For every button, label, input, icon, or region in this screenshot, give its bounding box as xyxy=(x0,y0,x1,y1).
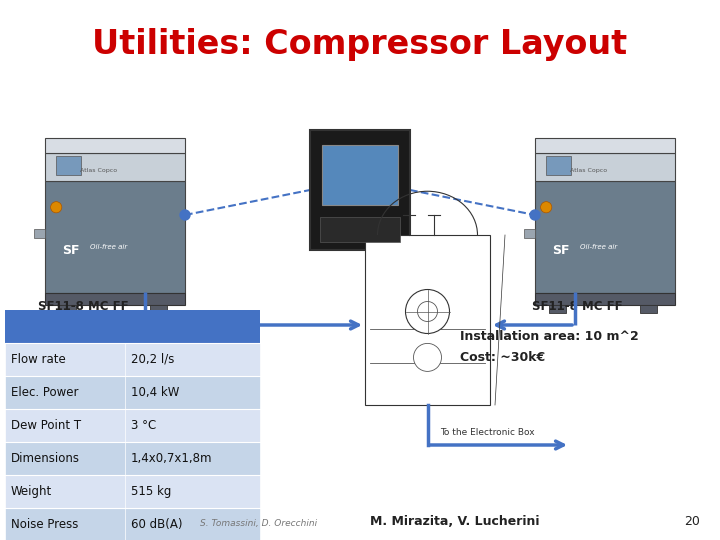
Text: Oil-free air: Oil-free air xyxy=(580,244,617,250)
Text: 1,4x0,7x1,8m: 1,4x0,7x1,8m xyxy=(131,452,212,465)
Bar xyxy=(5,475,260,508)
Bar xyxy=(535,153,675,181)
Circle shape xyxy=(413,343,441,372)
Bar xyxy=(5,508,260,540)
Text: To the Electronic Box: To the Electronic Box xyxy=(440,428,535,437)
Bar xyxy=(5,310,125,343)
Bar xyxy=(34,229,45,238)
Text: Dimensions: Dimensions xyxy=(11,452,80,465)
Bar xyxy=(45,153,185,181)
Text: Noise Press: Noise Press xyxy=(11,518,78,531)
Bar xyxy=(56,156,81,175)
Bar xyxy=(640,305,657,313)
Bar xyxy=(549,305,566,313)
Bar xyxy=(546,156,572,175)
Bar xyxy=(45,181,185,293)
Text: Elec. Power: Elec. Power xyxy=(11,386,78,399)
Text: SF11-8 MC FF: SF11-8 MC FF xyxy=(532,300,623,313)
Bar xyxy=(5,343,260,376)
Bar xyxy=(5,376,260,409)
Bar xyxy=(320,217,400,242)
Bar xyxy=(535,293,675,305)
Text: 20,2 l/s: 20,2 l/s xyxy=(131,353,174,366)
Circle shape xyxy=(541,201,552,213)
Bar xyxy=(45,293,185,305)
Text: Installation area: 10 m^2
Cost: ~30k€: Installation area: 10 m^2 Cost: ~30k€ xyxy=(460,330,639,364)
Bar xyxy=(5,442,260,475)
Circle shape xyxy=(50,201,62,213)
Text: M. Mirazita, V. Lucherini: M. Mirazita, V. Lucherini xyxy=(370,515,539,528)
Text: Atlas Copco: Atlas Copco xyxy=(570,167,607,173)
Circle shape xyxy=(418,301,438,321)
Bar xyxy=(150,305,167,313)
Text: S. Tomassini, D. Orecchini: S. Tomassini, D. Orecchini xyxy=(200,519,317,528)
Bar xyxy=(125,310,260,343)
Bar xyxy=(310,130,410,250)
Text: 10,4 kW: 10,4 kW xyxy=(131,386,179,399)
Bar xyxy=(535,138,675,153)
Text: 20: 20 xyxy=(684,515,700,528)
Bar xyxy=(5,409,260,442)
Text: Weight: Weight xyxy=(11,485,53,498)
Bar xyxy=(45,138,185,153)
Circle shape xyxy=(180,210,190,220)
Bar xyxy=(365,235,490,405)
Text: SF11-8 MC FF: SF11-8 MC FF xyxy=(38,300,129,313)
Text: 60 dB(A): 60 dB(A) xyxy=(131,518,182,531)
Text: SF: SF xyxy=(552,244,570,256)
Bar xyxy=(59,305,76,313)
Text: Oil-free air: Oil-free air xyxy=(90,244,127,250)
Text: 3 °C: 3 °C xyxy=(131,419,156,432)
Text: Dew Point T: Dew Point T xyxy=(11,419,81,432)
Text: 515 kg: 515 kg xyxy=(131,485,171,498)
Bar xyxy=(322,145,398,205)
Text: SF: SF xyxy=(62,244,79,256)
Bar xyxy=(523,229,535,238)
Circle shape xyxy=(530,210,540,220)
Circle shape xyxy=(405,289,449,334)
Text: Flow rate: Flow rate xyxy=(11,353,66,366)
Text: Atlas Copco: Atlas Copco xyxy=(80,167,117,173)
Bar xyxy=(535,181,675,293)
Text: Utilities: Compressor Layout: Utilities: Compressor Layout xyxy=(92,28,628,61)
